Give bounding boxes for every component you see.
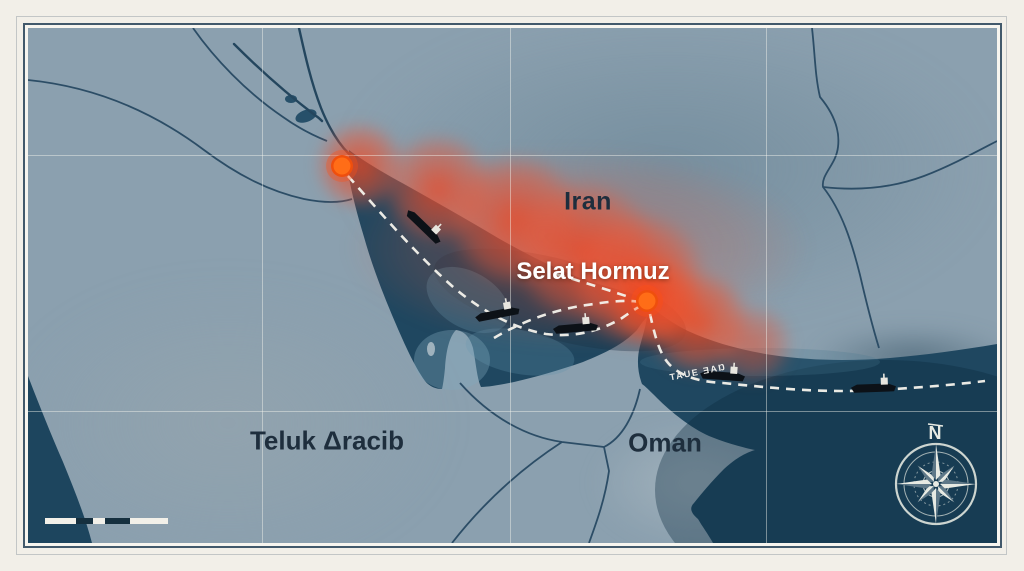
shipping-route-gulf-upper (493, 299, 641, 340)
border-iran-afghanistan (822, 140, 997, 190)
map-canvas: N Iran Selat Hormuz Teluk Δracib Oman TA… (28, 28, 997, 543)
red-sea-water (28, 376, 92, 543)
label-iran: Iran (564, 187, 612, 216)
deep-water-shade (655, 360, 997, 543)
shipping-route-gulf-of-oman (648, 313, 986, 393)
compass-rose-icon: N (894, 423, 978, 526)
label-selat-hormuz: Selat Hormuz (516, 258, 670, 285)
lake (285, 95, 297, 103)
hotspot-marker-shatt-al-arab (326, 150, 358, 182)
shipping-route-coastal (555, 272, 633, 300)
scale-bar-segment (105, 518, 130, 524)
compass-north-label: N (929, 423, 942, 443)
tanker-ship-icon (404, 200, 450, 246)
scale-bar-segment (93, 518, 105, 524)
scale-bar-segment (76, 518, 93, 524)
hotspot-marker-hormuz (631, 285, 663, 317)
label-oman: Oman (628, 427, 702, 458)
shipping-route-gulf-main (347, 175, 645, 337)
scale-bar-segment (130, 518, 168, 524)
border-iran-pakistan (811, 28, 880, 349)
label-teluk: Teluk Δracib (249, 425, 405, 456)
bahrain-island (427, 342, 435, 356)
route-overlay-layer: N (326, 150, 986, 526)
scale-bar (45, 518, 168, 524)
scale-bar-segment (45, 518, 76, 524)
border-oman-uae (588, 446, 610, 543)
tanker-ship-icon (551, 312, 599, 334)
border-saudi-oman (451, 441, 563, 543)
tanker-ship-icon (472, 296, 521, 323)
tanker-ship-icon (850, 373, 897, 393)
